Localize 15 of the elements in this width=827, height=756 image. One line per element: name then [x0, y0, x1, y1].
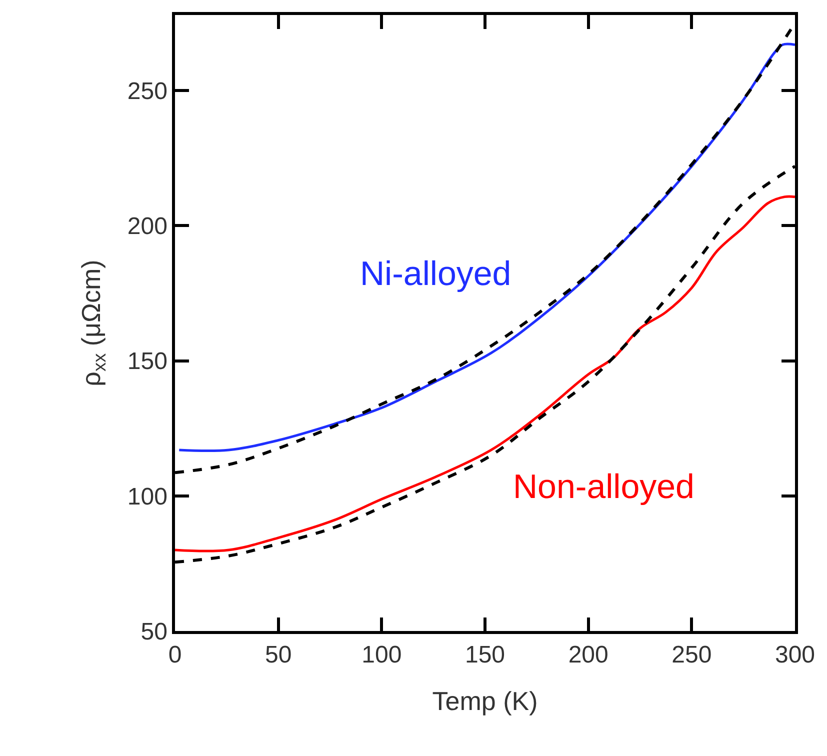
- y-tick-label: 200: [127, 213, 168, 240]
- x-tick-label: 100: [362, 642, 402, 669]
- x-tick-label: 300: [774, 642, 816, 669]
- y-tick-label: 50: [140, 618, 168, 646]
- series-label: Non-alloyed: [513, 468, 694, 506]
- x-tick-label: 250: [672, 642, 712, 669]
- y-tick-label: 100: [127, 483, 168, 510]
- x-tick-label: 50: [264, 642, 292, 669]
- x-axis-title: Temp (K): [432, 686, 538, 716]
- x-tick-label: 0: [168, 642, 182, 669]
- x-tick-label: 150: [464, 642, 506, 669]
- y-tick-label: 250: [127, 78, 168, 106]
- x-tick-label: 200: [568, 642, 608, 669]
- y-tick-label: 150: [127, 348, 168, 376]
- series-label: Ni-alloyed: [360, 255, 512, 293]
